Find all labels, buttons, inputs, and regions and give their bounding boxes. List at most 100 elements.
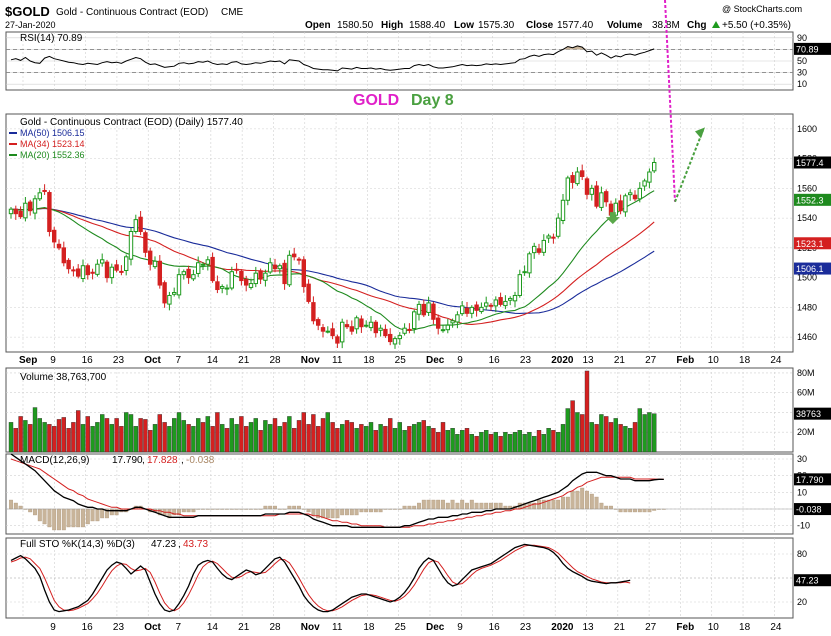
candle-body [248,283,254,288]
candle-body [148,250,153,265]
macd-tick-label: -10 [797,521,810,531]
volume-bar [243,426,249,453]
support-up-arrow-icon [605,212,620,225]
signal-value: 17.828 [147,455,178,466]
macd-line [10,453,664,528]
macd-histogram-bar [551,499,556,510]
volume-bar [229,418,235,453]
volume-bar [359,424,364,453]
candle-body [536,248,542,253]
candle-body [76,268,81,277]
candle-body [383,328,388,337]
macd-histogram-bar [455,502,460,510]
macd-histogram-bar [493,502,498,510]
price-panel: 146014801500152015401560158016001577.415… [5,0,831,353]
volume-bar [219,424,225,453]
volume-bar [123,412,129,453]
candle-body [52,229,57,243]
candle-body [282,262,287,285]
volume-bar [61,417,66,453]
candle-body [378,327,383,331]
candle-body [220,286,225,289]
candle-body [340,321,345,343]
volume-bar [205,416,211,453]
volume-bar [234,424,239,453]
macd-histogram-bar [345,508,349,516]
annotation-gold: GOLD [353,92,399,109]
candle-body [354,317,359,330]
volume-bar [138,418,143,453]
macd-histogram-bar [335,508,340,519]
candle-body [335,336,340,344]
candle-body [186,268,191,279]
sto-panel-legend: Full STO %K(14,3) %D(3) 47.23 , 43.73 [20,539,208,550]
x-tick-label-bottom: 14 [207,622,219,633]
candle-body [397,335,403,340]
volume-bar [287,416,292,453]
macd-histogram-bar [273,505,277,510]
macd-panel-title: MACD(12,26,9) [20,455,89,466]
candle-body [272,264,278,270]
candle-body [268,262,273,273]
volume-bar [128,414,134,453]
macd-histogram-bar [191,508,196,513]
volume-bar [152,424,158,453]
x-tick-label-bottom: Nov [301,622,320,633]
volume-bar [412,424,417,453]
candle-body [61,247,66,264]
candle-body [560,199,566,222]
volume-bar [522,434,527,453]
macd-histogram-bar [484,502,489,510]
volume-bar [565,408,570,453]
volume-bar [546,428,551,453]
volume-bar [556,432,561,453]
header-close-value: 1577.40 [557,20,594,31]
candle-body [215,281,220,291]
x-tick-label: 23 [113,355,125,366]
x-tick-label: 21 [238,355,250,366]
macd-histogram-bar [489,502,493,510]
volume-bar [464,428,470,453]
vol-tick-label: 60M [797,388,815,398]
volume-bar [450,428,455,453]
macd-histogram-bar [561,496,565,510]
volume-bar [80,424,86,453]
macd-histogram-bar [33,508,37,516]
legend-label: MA(50) 1506.15 [20,128,85,138]
x-tick-label-bottom: Dec [426,622,445,633]
x-tick-label: 11 [332,355,343,366]
macd-histogram-bar [76,508,81,528]
volume-bar [618,424,623,453]
candle-body [498,297,503,305]
volume-bar [498,435,503,453]
macd-panel-legend: MACD(12,26,9) 17.790 , 17.828 , -0.038 [20,455,215,466]
volume-bar [71,422,76,453]
candle-body [172,292,177,295]
candle-body [604,191,609,203]
volume-bar [215,412,220,453]
candle-body [479,306,484,313]
x-axis: Sep 9 9 16 16 23 23 Oct Oct 7 7 14 14 21 21 28 28 Nov Nov 1… [19,355,782,633]
x-tick-label: 24 [770,355,782,366]
volume-bar [541,434,546,453]
macd-histogram-bar [421,499,426,510]
volume-bar [109,424,115,453]
up-arrow-icon [712,21,720,28]
ma50-line [10,207,655,314]
ma-1-flag [794,237,831,250]
volume-bar [8,422,14,453]
volume-bar [402,430,407,453]
macd-histogram-bar [71,508,76,528]
macd-histogram-bar [402,505,407,510]
x-tick-label-bottom: 9 [50,622,56,633]
hist-value: -0.038 [186,455,215,466]
macd-histogram-bar [268,505,273,510]
candle-body [628,192,633,196]
macd-tick-label: 10 [797,487,807,497]
candle-body [570,175,575,183]
candle-body [546,235,551,239]
volume-bar [330,422,335,453]
x-tick-label: 21 [614,355,626,366]
candle-body [181,271,187,276]
candle-body [162,282,167,304]
